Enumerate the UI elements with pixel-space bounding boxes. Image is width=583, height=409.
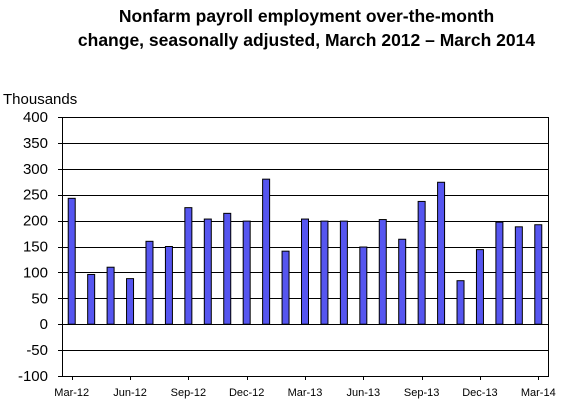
bar-Aug-12	[164, 246, 173, 325]
bar-Mar-12	[67, 197, 76, 325]
bar-Jul-13	[378, 219, 387, 325]
bar-Dec-12	[242, 220, 251, 325]
y-axis-ticks: -100 -50 0 50 100 150 200 250 300 350 400	[18, 109, 62, 385]
x-tick-label: Jun-13	[346, 387, 380, 399]
y-tick-label: 250	[23, 187, 48, 204]
x-tick-label: Sep-13	[404, 387, 439, 399]
bar-Jan-14	[495, 221, 504, 325]
bar-Nov-12	[223, 212, 232, 325]
bar-Mar-13	[301, 218, 309, 325]
bar-Dec-13	[475, 249, 484, 325]
bar-May-12	[106, 266, 115, 325]
bar-Oct-13	[437, 181, 446, 325]
bar-Apr-13	[320, 220, 329, 325]
x-axis-ticks: Mar-12 Jun-12 Sep-12 Dec-12 Mar-13 Jun-13 Sep-…	[54, 376, 556, 399]
bar-Oct-12	[203, 218, 212, 325]
y-tick-label: -50	[26, 342, 48, 359]
bar-Sep-12	[184, 207, 193, 325]
y-tick-label: 400	[23, 109, 48, 126]
chart-title: Nonfarm payroll employment over-the-mont…	[118, 6, 495, 26]
chart-subtitle: change, seasonally adjusted, March 2012 …	[77, 30, 536, 50]
y-tick-label: 50	[31, 290, 48, 307]
x-tick-label: Jun-12	[113, 387, 147, 399]
bar-May-13	[339, 220, 348, 325]
bar-Aug-13	[398, 238, 407, 325]
y-axis-label: Thousands	[3, 91, 77, 108]
y-tick-label: 300	[23, 161, 48, 178]
y-tick-label: 100	[23, 264, 48, 281]
x-tick-label: Mar-12	[54, 387, 89, 399]
bar-Feb-13	[281, 250, 290, 325]
y-tick-label: -100	[18, 368, 48, 385]
x-tick-label: Mar-14	[521, 387, 556, 399]
y-tick-label: 350	[23, 135, 48, 152]
x-tick-label: Sep-12	[171, 387, 206, 399]
bar-Sep-13	[417, 200, 426, 325]
bar-Jul-12	[145, 240, 154, 325]
y-tick-label: 0	[40, 316, 48, 333]
bar-Jun-13	[359, 246, 368, 325]
bar-Apr-12	[87, 273, 96, 325]
bar-Jun-12	[126, 278, 135, 325]
y-tick-label: 150	[23, 239, 48, 256]
x-tick-label: Dec-13	[462, 387, 497, 399]
bar-Feb-14	[514, 226, 523, 325]
bar-Nov-13	[456, 280, 465, 325]
bars	[67, 178, 543, 325]
y-tick-label: 200	[23, 213, 48, 230]
x-tick-label: Dec-12	[229, 387, 264, 399]
x-tick-label: Mar-13	[288, 387, 323, 399]
bar-Jan-13	[262, 178, 271, 325]
bar-Mar-14	[534, 224, 543, 325]
